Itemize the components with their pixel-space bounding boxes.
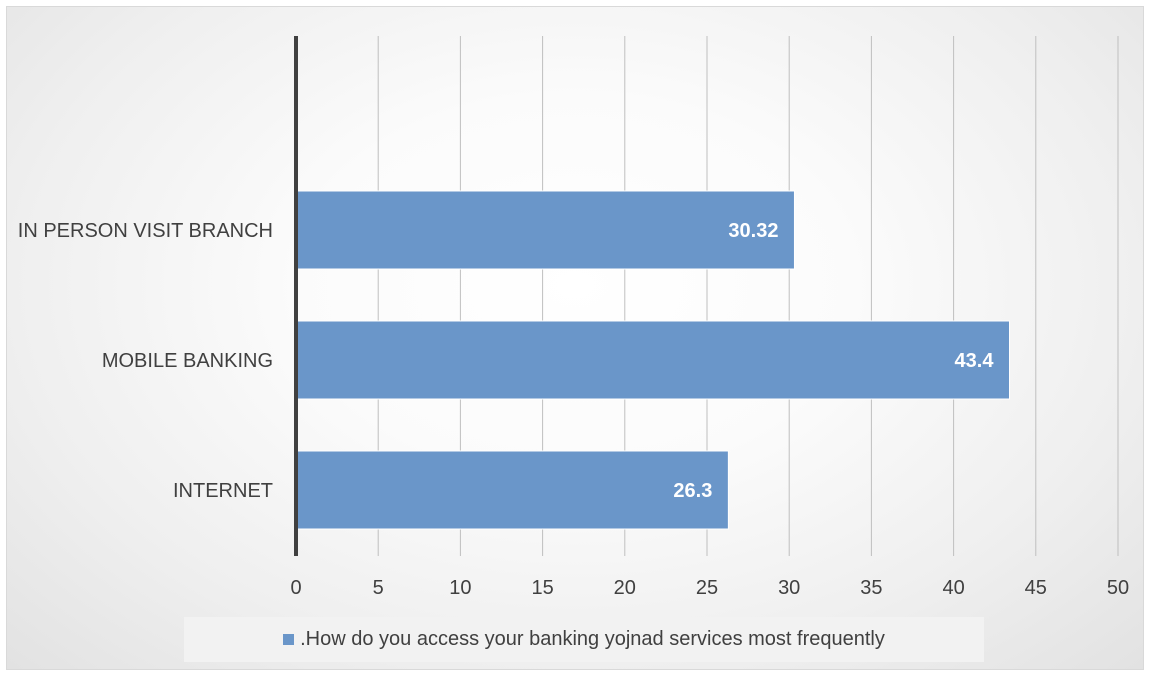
data-label: 43.4: [955, 350, 995, 372]
bar: [295, 190, 795, 270]
x-tick-label: 40: [942, 577, 964, 599]
legend-label: .How do you access your banking yojnad s…: [300, 628, 885, 650]
x-tick-label: 15: [531, 577, 553, 599]
labels: 0 5 10 15 20 25 30 35 40 45 50 IN PERSON VISIT BRAN…: [18, 220, 1129, 599]
category-label: INTERNET: [173, 480, 273, 502]
x-tick-label: 25: [696, 577, 718, 599]
legend: .How do you access your banking yojnad s…: [184, 617, 984, 662]
x-tick-label: 45: [1025, 577, 1047, 599]
bars: [295, 190, 1010, 530]
data-label: 26.3: [673, 480, 712, 502]
x-tick-label: 20: [614, 577, 636, 599]
legend-swatch: [283, 634, 295, 645]
category-label: IN PERSON VISIT BRANCH: [18, 220, 273, 242]
x-tick-label: 35: [860, 577, 882, 599]
bar: [295, 320, 1010, 400]
x-tick-label: 5: [373, 577, 384, 599]
x-tick-label: 0: [290, 577, 301, 599]
category-label: MOBILE BANKING: [102, 350, 273, 372]
data-label: 30.32: [728, 220, 778, 242]
x-tick-label: 50: [1107, 577, 1129, 599]
x-tick-label: 30: [778, 577, 800, 599]
x-tick-label: 10: [449, 577, 471, 599]
bar: [295, 450, 729, 530]
